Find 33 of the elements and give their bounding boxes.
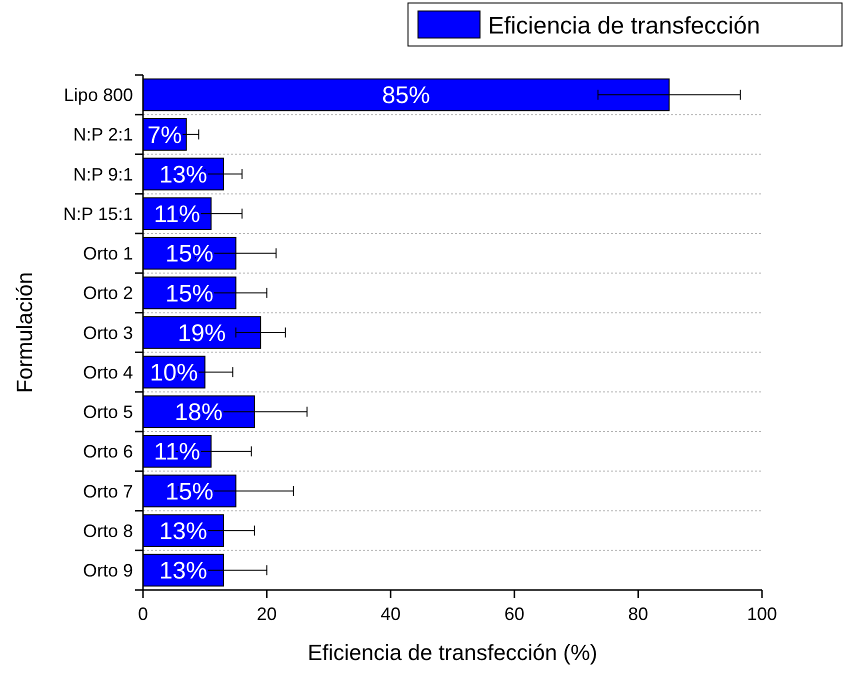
x-tick-label: 60 <box>504 604 524 624</box>
y-tick-label: Orto 3 <box>82 322 133 343</box>
y-tick-label: Orto 7 <box>82 481 133 502</box>
data-label: 18% <box>174 399 223 426</box>
data-label: 13% <box>159 518 208 545</box>
x-tick-label: 80 <box>628 604 648 624</box>
y-tick-label: Orto 1 <box>82 244 133 264</box>
y-tick-label: N:P 9:1 <box>73 164 133 184</box>
y-tick-label: N:P 2:1 <box>73 124 133 145</box>
data-label: 15% <box>165 280 214 308</box>
y-tick-label: Orto 2 <box>82 283 133 304</box>
x-tick-label: 40 <box>380 604 401 624</box>
data-label: 13% <box>159 161 208 188</box>
y-axis-title: Formulación <box>12 272 37 394</box>
y-tick-label: Orto 9 <box>82 560 133 580</box>
y-tick-label: N:P 15:1 <box>63 204 133 224</box>
y-tick-label: Orto 5 <box>82 402 133 422</box>
y-tick-label: Orto 8 <box>82 520 133 541</box>
y-tick-label: Lipo 800 <box>64 85 133 106</box>
legend-label: Eficiencia de transfección <box>488 12 760 40</box>
data-label: 19% <box>178 320 226 347</box>
x-axis-title: Eficiencia de transfección (%) <box>308 640 598 665</box>
x-tick-label: 20 <box>256 604 277 624</box>
y-tick-label: Orto 4 <box>82 362 133 382</box>
data-label: 10% <box>150 360 198 387</box>
x-tick-label: 0 <box>138 604 148 624</box>
y-tick-label: Orto 6 <box>82 442 133 462</box>
data-label: 13% <box>159 558 208 585</box>
data-label: 11% <box>154 201 200 228</box>
data-label: 85% <box>382 82 430 110</box>
data-label: 7% <box>147 122 182 149</box>
data-label: 15% <box>165 240 214 268</box>
x-tick-label: 100 <box>746 604 778 624</box>
